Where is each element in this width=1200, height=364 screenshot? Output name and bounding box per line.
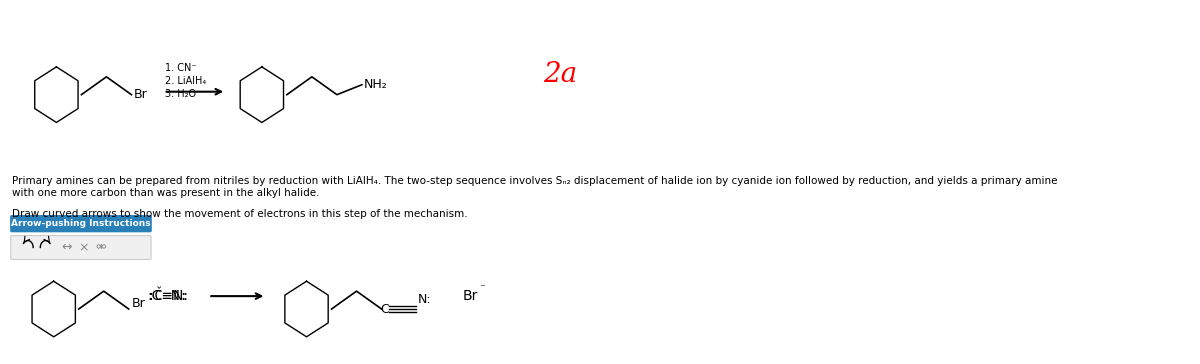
Text: :C≡N:: :C≡N: (148, 289, 188, 303)
Text: ⚮: ⚮ (96, 241, 107, 254)
Text: ⁻: ⁻ (479, 283, 485, 293)
Text: Primary amines can be prepared from nitriles by reduction with LiAlH₄. The two-s: Primary amines can be prepared from nitr… (12, 176, 1057, 198)
Text: 3. H₂O: 3. H₂O (166, 89, 197, 99)
Text: Br: Br (132, 297, 145, 309)
Text: ↔: ↔ (62, 241, 72, 254)
Text: N:: N: (418, 293, 431, 306)
Text: Br: Br (134, 88, 148, 101)
Text: Draw curved arrows to show the movement of electrons in this step of the mechani: Draw curved arrows to show the movement … (12, 209, 467, 219)
Text: :Č≡N:: :Č≡N: (148, 289, 188, 303)
Text: 2a: 2a (544, 61, 577, 88)
Text: Br: Br (463, 289, 479, 303)
Text: Arrow-pushing Instructions: Arrow-pushing Instructions (11, 219, 151, 228)
FancyBboxPatch shape (11, 236, 151, 260)
Text: 2. LiAlH₄: 2. LiAlH₄ (166, 76, 206, 86)
FancyBboxPatch shape (11, 216, 151, 232)
Text: 1. CN⁻: 1. CN⁻ (166, 63, 197, 73)
Text: C: C (380, 302, 389, 316)
Text: NH₂: NH₂ (364, 78, 388, 91)
Text: ×: × (78, 241, 89, 254)
